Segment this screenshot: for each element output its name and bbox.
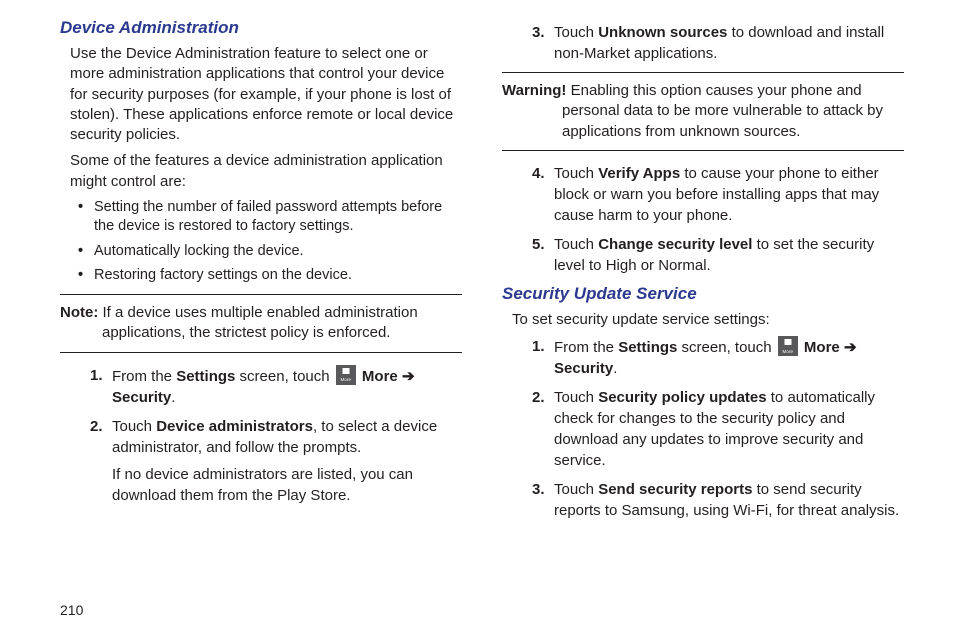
label-unknown-sources: Unknown sources (598, 24, 727, 41)
section-device-administration: Device Administration Use the Device Adm… (60, 18, 462, 506)
bullet-item: Restoring factory settings on the device… (82, 266, 462, 286)
warning-label: Warning! (502, 82, 566, 99)
note-label: Note: (60, 304, 98, 321)
steps-devadmin-c: Touch Verify Apps to cause your phone to… (532, 163, 904, 276)
page-columns: Device Administration Use the Device Adm… (0, 18, 954, 588)
label-device-administrators: Device administrators (156, 418, 313, 435)
step-text: Touch (554, 481, 598, 498)
step-4: Touch Verify Apps to cause your phone to… (532, 163, 904, 226)
more-icon (778, 336, 798, 356)
label-security-policy-updates: Security policy updates (598, 389, 766, 406)
label-settings: Settings (176, 368, 235, 385)
step-5: Touch Change security level to set the s… (532, 234, 904, 276)
step-text: screen, touch (677, 339, 775, 356)
step-1: From the Settings screen, touch More ➔ S… (532, 336, 904, 379)
bullet-item: Setting the number of failed password at… (82, 198, 462, 237)
arrow-icon: ➔ (844, 339, 857, 356)
step-3: Touch Unknown sources to download and in… (532, 22, 904, 64)
step-text: From the (554, 339, 618, 356)
step-2: Touch Device administrators, to select a… (90, 416, 462, 506)
label-settings: Settings (618, 339, 677, 356)
step-text: . (171, 389, 175, 406)
step-text: Touch (112, 418, 156, 435)
step-2: Touch Security policy updates to automat… (532, 387, 904, 471)
step-text: From the (112, 368, 176, 385)
steps-sus: From the Settings screen, touch More ➔ S… (532, 336, 904, 521)
label-send-security-reports: Send security reports (598, 481, 752, 498)
steps-devadmin-b: Touch Unknown sources to download and in… (532, 22, 904, 64)
more-icon (336, 365, 356, 385)
bullet-item: Automatically locking the device. (82, 242, 462, 262)
step-text: Touch (554, 165, 598, 182)
step-text: . (613, 360, 617, 377)
bullet-list-features: Setting the number of failed password at… (82, 198, 462, 286)
note-block: Note: If a device uses multiple enabled … (60, 294, 462, 353)
step-text: Touch (554, 236, 598, 253)
arrow-icon: ➔ (402, 368, 415, 385)
label-security: Security (112, 389, 171, 406)
steps-devadmin-a: From the Settings screen, touch More ➔ S… (90, 365, 462, 506)
label-change-security-level: Change security level (598, 236, 752, 253)
warning-text: Enabling this option causes your phone a… (562, 82, 883, 140)
para-devadmin-intro: Use the Device Administration feature to… (70, 44, 462, 145)
page-number: 210 (60, 602, 83, 618)
heading-security-update-service: Security Update Service (502, 284, 904, 304)
para-sus-intro: To set security update service settings: (512, 310, 904, 330)
warning-block: Warning! Enabling this option causes you… (502, 72, 904, 151)
step-text: screen, touch (235, 368, 333, 385)
step-2-sub: If no device administrators are listed, … (112, 464, 462, 506)
para-devadmin-features: Some of the features a device administra… (70, 151, 462, 192)
heading-device-administration: Device Administration (60, 18, 462, 38)
step-1: From the Settings screen, touch More ➔ S… (90, 365, 462, 408)
section-security-update-service: Security Update Service To set security … (502, 284, 904, 521)
step-3: Touch Send security reports to send secu… (532, 479, 904, 521)
note-text: If a device uses multiple enabled admini… (98, 304, 417, 341)
label-verify-apps: Verify Apps (598, 165, 680, 182)
step-text: Touch (554, 24, 598, 41)
step-text: Touch (554, 389, 598, 406)
label-more: More (358, 368, 402, 385)
label-security: Security (554, 360, 613, 377)
label-more: More (800, 339, 844, 356)
